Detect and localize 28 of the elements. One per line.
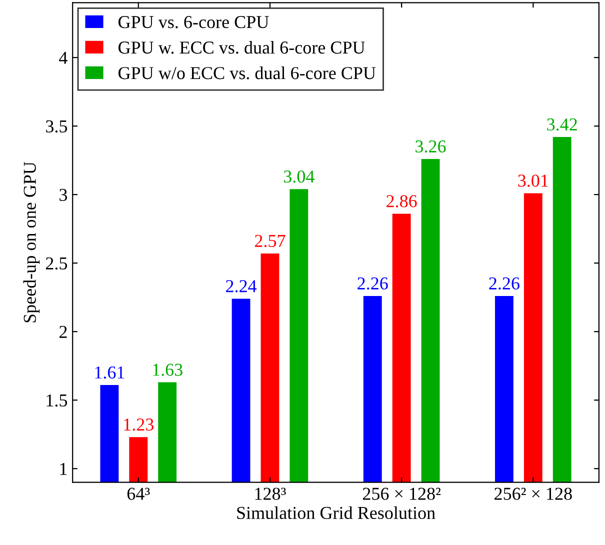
y-tick-label: 1.5: [46, 394, 68, 407]
y-axis-title: Speed-up on one GPU: [23, 162, 40, 322]
y-tick-label: 3: [60, 188, 68, 202]
x-tick-label: 128³: [255, 488, 286, 500]
data-label: 2.57: [254, 234, 286, 248]
y-tick-label: 2.5: [46, 257, 68, 270]
data-label: 3.01: [518, 174, 548, 187]
data-label: 2.86: [386, 195, 417, 208]
data-label: 2.26: [358, 277, 388, 290]
y-tick-label: 3.5: [46, 120, 68, 133]
data-label: 1.63: [153, 364, 182, 376]
legend-label: GPU w/o ECC vs. dual 6-core CPU: [118, 66, 376, 80]
legend-label: GPU vs. 6-core CPU: [118, 16, 269, 28]
data-label: 1.23: [124, 418, 154, 431]
x-axis-title: Simulation Grid Resolution: [237, 506, 436, 520]
x-tick-label: 64³: [127, 488, 150, 500]
y-tick-label: 4: [59, 52, 68, 64]
y-tick-label: 2: [60, 326, 67, 338]
y-tick-label: 1: [60, 462, 67, 475]
data-label: 3.42: [547, 118, 577, 131]
data-label: 3.26: [416, 140, 446, 153]
x-tick-label: 256² × 128: [494, 488, 572, 500]
x-tick-label: 256 × 128²: [362, 488, 441, 500]
data-label: 2.24: [226, 280, 257, 292]
data-label: 3.04: [284, 170, 314, 183]
data-label: 1.61: [95, 366, 124, 379]
legend-label: GPU w. ECC vs. dual 6-core CPU: [118, 40, 365, 54]
data-label: 2.26: [489, 277, 520, 290]
